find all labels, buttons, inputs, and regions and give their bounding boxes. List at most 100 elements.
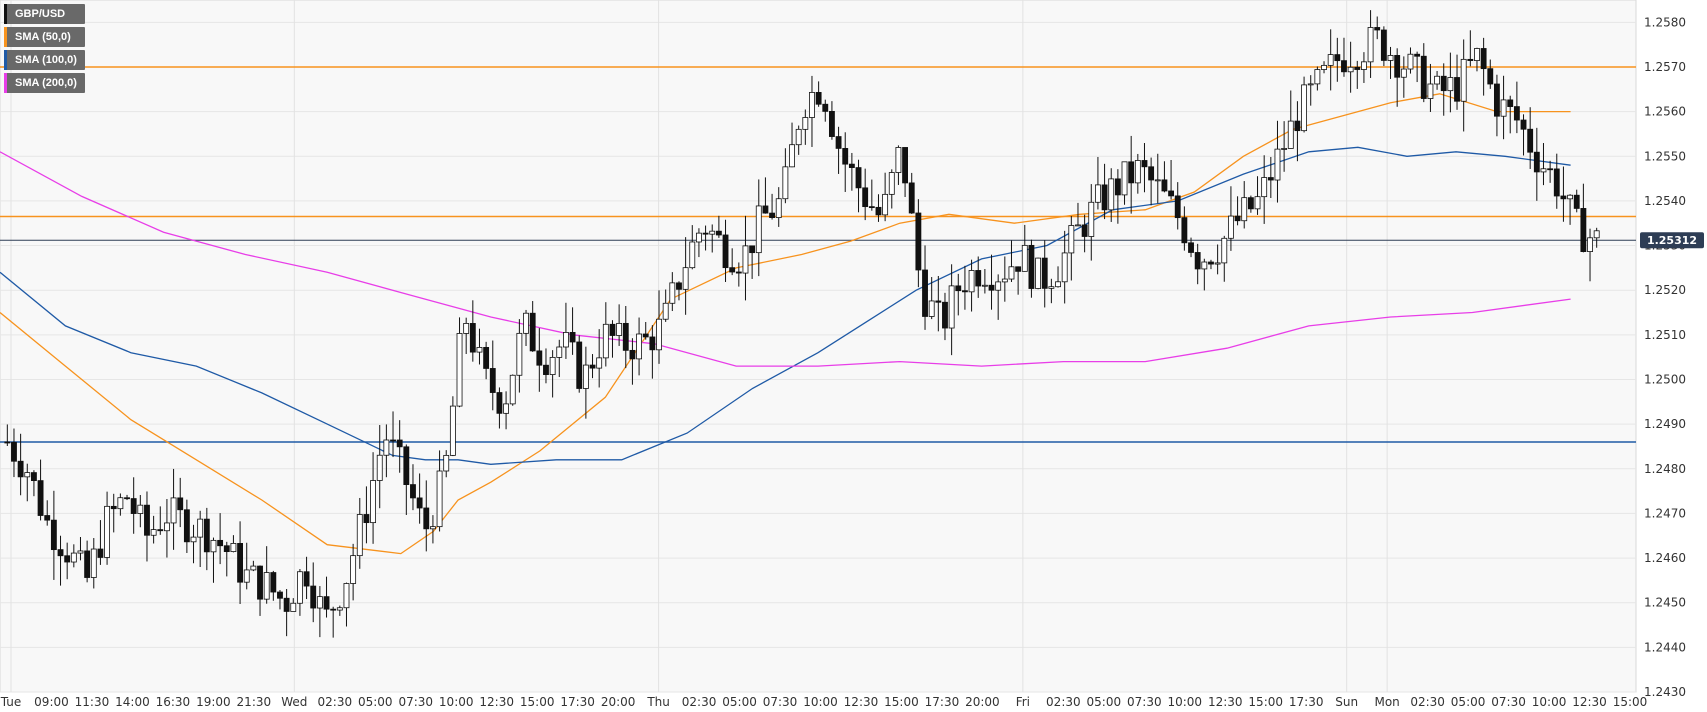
candle-up [1088, 201, 1095, 237]
x-tick-label: 15:00 [884, 695, 919, 709]
candle-down [735, 271, 742, 274]
candle-up [968, 270, 975, 293]
x-tick-label: 07:30 [398, 695, 433, 709]
candle-down [609, 323, 616, 336]
candle-down [330, 608, 337, 611]
legend-item-sma50[interactable]: SMA (50,0) [4, 27, 85, 47]
candle-down [30, 472, 37, 482]
candle-up [1261, 177, 1268, 198]
candle-down [769, 212, 776, 218]
candle-down [270, 572, 277, 593]
candle-down [815, 92, 822, 105]
candle-down [908, 182, 915, 214]
candle-up [296, 571, 303, 604]
candle-up [190, 536, 197, 543]
candle-up [163, 522, 170, 532]
x-tick-label: Mon [1374, 695, 1399, 709]
candle-down [403, 446, 410, 485]
candle-up [1587, 237, 1593, 252]
candle-down [110, 505, 117, 510]
candle-down [942, 301, 948, 329]
candle-down [310, 585, 317, 609]
candle-down [1547, 168, 1554, 171]
candle-up [562, 332, 569, 348]
x-tick-label: 10:00 [1532, 695, 1567, 709]
candle-up [782, 166, 789, 200]
candle-down [144, 504, 150, 536]
candle-up [1460, 58, 1467, 102]
candle-down [410, 484, 416, 499]
x-tick-label: 02:30 [1410, 695, 1445, 709]
candle-up [463, 323, 470, 334]
candle-up [1241, 197, 1248, 222]
legend-swatch-sma50 [4, 27, 7, 47]
candle-up [981, 284, 988, 287]
candle-up [503, 403, 510, 414]
candle-up [602, 323, 609, 359]
candle-down [1041, 257, 1048, 289]
x-tick-label: 16:30 [156, 695, 191, 709]
candle-up [70, 552, 77, 563]
sma-lines [0, 93, 1571, 555]
x-tick-label: 09:00 [34, 695, 69, 709]
candle-up [669, 282, 676, 304]
candle-down [1507, 99, 1514, 107]
candle-down [828, 110, 835, 137]
candle-up [1055, 281, 1061, 288]
candle-down [44, 515, 51, 521]
candle-down [848, 163, 855, 168]
candle-up [197, 518, 204, 538]
candle-up [1427, 83, 1434, 99]
legend-label-sma100: SMA (100,0) [15, 54, 77, 66]
candle-up [616, 322, 623, 336]
candle-down [676, 282, 682, 290]
candle-up [1474, 48, 1480, 61]
legend-label-gbpusd: GBP/USD [15, 8, 66, 20]
candle-down [842, 148, 849, 165]
candle-down [37, 480, 44, 516]
candle-down [835, 136, 842, 149]
x-tick-label: Wed [281, 695, 307, 709]
x-tick-label: 02:30 [682, 695, 717, 709]
candle-up [24, 472, 31, 478]
candle-up [1121, 161, 1128, 196]
candle-up [1347, 66, 1354, 73]
x-tick-label: Tue [0, 695, 21, 709]
candle-down [1128, 161, 1135, 184]
candle-down [496, 392, 503, 414]
candle-up [1360, 61, 1367, 70]
candle-down [1101, 184, 1108, 211]
candle-up [1254, 196, 1261, 210]
legend-item-sma100[interactable]: SMA (100,0) [4, 50, 85, 70]
candle-up [1281, 148, 1288, 150]
candle-down [1174, 195, 1181, 219]
candle-down [1480, 48, 1487, 70]
candle-up [596, 357, 603, 369]
x-tick-label: 17:30 [925, 695, 960, 709]
legend-item-gbpusd[interactable]: GBP/USD [4, 4, 85, 24]
candle-up [948, 285, 955, 329]
candle-down [177, 497, 184, 511]
y-tick-label: 1.2550 [1644, 149, 1686, 163]
candle-down [868, 206, 875, 209]
sma-line [0, 151, 1571, 367]
candle-down [722, 234, 729, 269]
legend-item-sma200[interactable]: SMA (200,0) [4, 73, 85, 93]
legend: GBP/USD SMA (50,0) SMA (100,0) SMA (200,… [4, 4, 85, 93]
candle-up [1301, 84, 1308, 132]
legend-swatch-sma200 [4, 73, 7, 93]
candle-up [928, 300, 935, 317]
candle-down [1015, 266, 1022, 272]
candle-up [383, 439, 390, 456]
candle-up [1307, 83, 1314, 86]
last-price-tag: 1.25312 [1640, 232, 1704, 249]
candle-up [1201, 261, 1208, 270]
candle-up [888, 172, 895, 195]
candle-down [469, 323, 476, 353]
candle-down [363, 514, 370, 524]
candle-up [549, 356, 556, 375]
y-axis: 1.2430 1.2440 1.2450 1.2460 1.2470 1.2480 1.24… [1644, 15, 1686, 699]
candle-up [662, 302, 669, 320]
candle-up [1221, 237, 1228, 264]
